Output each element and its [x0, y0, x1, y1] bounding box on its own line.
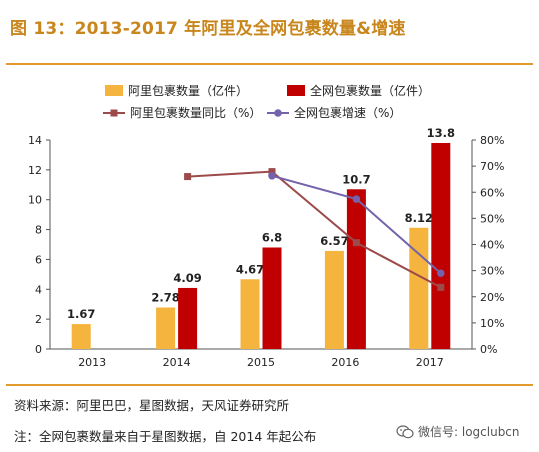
- right-tick-label: 60%: [480, 186, 504, 199]
- ali-yoy-marker: [268, 168, 276, 176]
- total-bar-label: 10.7: [342, 172, 370, 186]
- left-tick-label: 10: [28, 194, 42, 207]
- x-tick-label: 2014: [163, 356, 191, 369]
- legend-swatch: [287, 85, 305, 96]
- left-tick-label: 6: [35, 253, 42, 266]
- figure-title: 图 13：2013-2017 年阿里及全网包裹数量&增速: [10, 19, 406, 39]
- source-note: 资料来源：阿里巴巴，星图数据，天风证券研究所: [14, 398, 290, 413]
- ali-bar-label: 2.78: [151, 290, 179, 304]
- ali-parcel-bar: [409, 227, 429, 349]
- x-tick-label: 2016: [331, 356, 359, 369]
- watermark: 微信号: logclubcn: [396, 423, 520, 440]
- ali-bar-label: 1.67: [67, 307, 95, 321]
- ali-bar-label: 4.67: [236, 262, 264, 276]
- right-tick-label: 0%: [480, 343, 497, 356]
- right-tick-label: 70%: [480, 160, 504, 173]
- right-tick-label: 50%: [480, 212, 504, 225]
- legend-label: 阿里包裹数量（亿件）: [128, 83, 248, 98]
- legend-swatch: [105, 85, 123, 96]
- footnote: 注：全网包裹数量来自于星图数据，自 2014 年起公布: [14, 429, 317, 444]
- left-tick-label: 4: [35, 283, 42, 296]
- total-growth-marker: [352, 195, 361, 203]
- right-tick-label: 30%: [480, 265, 504, 278]
- right-tick-label: 10%: [480, 317, 504, 330]
- ali-yoy-marker: [437, 283, 445, 291]
- x-tick-label: 2015: [247, 356, 275, 369]
- right-tick-label: 40%: [480, 239, 504, 252]
- left-tick-label: 14: [28, 134, 42, 147]
- total-parcel-bar: [346, 189, 366, 349]
- left-tick-label: 2: [35, 313, 42, 326]
- wechat-icon: [396, 424, 414, 438]
- left-tick-label: 12: [28, 164, 42, 177]
- total-bar-label: 6.8: [262, 230, 282, 244]
- chart: 0 2 4 6 8 10 12 14 0% 10% 20% 30% 40% 50% 60% 70% 80% 201…: [28, 83, 504, 369]
- bottom-divider: [6, 384, 533, 386]
- total-bar-label: 4.09: [173, 271, 201, 285]
- ali-parcel-bar: [324, 250, 344, 349]
- legend-label: 阿里包裹数量同比（%）: [130, 105, 261, 120]
- legend-marker: [110, 109, 118, 117]
- total-parcel-bar: [431, 142, 451, 349]
- x-tick-label: 2017: [416, 356, 444, 369]
- total-bar-label: 13.8: [427, 126, 455, 140]
- left-tick-label: 8: [35, 224, 42, 237]
- legend-label: 全网包裹数量（亿件）: [310, 83, 430, 98]
- watermark-text: 微信号: logclubcn: [418, 425, 520, 439]
- legend-marker: [274, 109, 282, 117]
- ali-yoy-line: [187, 170, 442, 289]
- total-growth-marker: [437, 269, 445, 278]
- x-tick-label: 2013: [78, 356, 106, 369]
- ali-parcel-bar: [71, 324, 91, 349]
- right-tick-label: 20%: [480, 291, 504, 304]
- ali-parcel-bar: [156, 307, 176, 349]
- ali-bar-label: 6.57: [320, 234, 348, 248]
- ali-yoy-marker: [352, 239, 360, 247]
- ali-yoy-marker: [184, 173, 192, 181]
- ali-bar-label: 8.12: [405, 211, 433, 225]
- total-growth-marker: [268, 171, 276, 180]
- ali-parcel-bar: [240, 279, 260, 349]
- total-parcel-bar: [178, 287, 198, 349]
- right-tick-label: 80%: [480, 134, 504, 147]
- top-divider: [6, 63, 533, 65]
- left-tick-label: 0: [35, 343, 42, 356]
- total-parcel-bar: [262, 247, 282, 349]
- legend-label: 全网包裹增速（%）: [294, 105, 401, 120]
